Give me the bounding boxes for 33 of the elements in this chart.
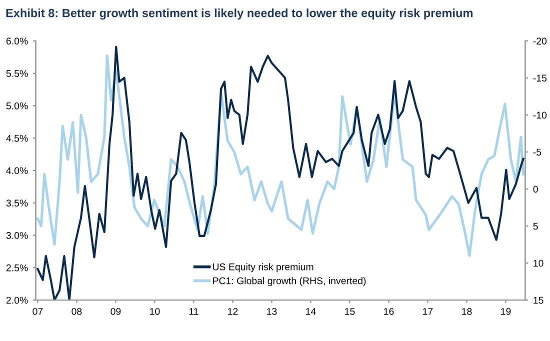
y-tick-label: 5.5%: [6, 70, 28, 77]
x-tick-label: 14: [306, 308, 316, 315]
y2-tick-label: 15: [534, 296, 544, 304]
x-tick-label: 19: [501, 308, 511, 315]
x-tick-label: 08: [72, 308, 82, 315]
legend-label: PC1: Global growth (RHS, inverted): [213, 277, 366, 286]
y-tick-label: 4.0%: [6, 167, 28, 174]
y-tick-label: 2.5%: [6, 264, 28, 272]
y-tick-label: 2.0%: [6, 296, 28, 304]
y2-tick-label: -15: [533, 74, 547, 82]
y2-tick-label: 0: [533, 186, 538, 193]
y-tick-label: 3.5%: [6, 200, 28, 207]
x-tick-label: 17: [423, 308, 433, 315]
x-tick-label: 11: [189, 308, 198, 315]
legend-label: US Equity risk premium: [213, 263, 314, 272]
x-tick-label: 13: [267, 308, 277, 315]
chart-title: Exhibit 8: Better growth sentiment is likely needed to lower the equity risk premium: [6, 8, 472, 20]
y2-tick-label: -20: [533, 38, 547, 45]
x-tick-label: 12: [228, 308, 238, 315]
x-tick-label: 16: [384, 308, 394, 315]
y2-tick-label: 5: [533, 222, 538, 230]
y2-tick-label: -10: [533, 112, 547, 119]
y-tick-label: 5.0%: [6, 102, 28, 110]
x-tick-label: 07: [32, 308, 43, 315]
x-tick-label: 10: [150, 308, 160, 315]
y-tick-label: 3.0%: [6, 232, 28, 239]
y2-tick-label: 10: [534, 260, 544, 267]
x-tick-label: 15: [345, 308, 355, 315]
x-tick-label: 09: [110, 308, 121, 315]
x-tick-label: 18: [462, 308, 472, 315]
y2-tick-label: -5: [533, 148, 542, 156]
y-tick-label: 6.0%: [6, 38, 28, 45]
y-tick-label: 4.5%: [6, 134, 28, 142]
